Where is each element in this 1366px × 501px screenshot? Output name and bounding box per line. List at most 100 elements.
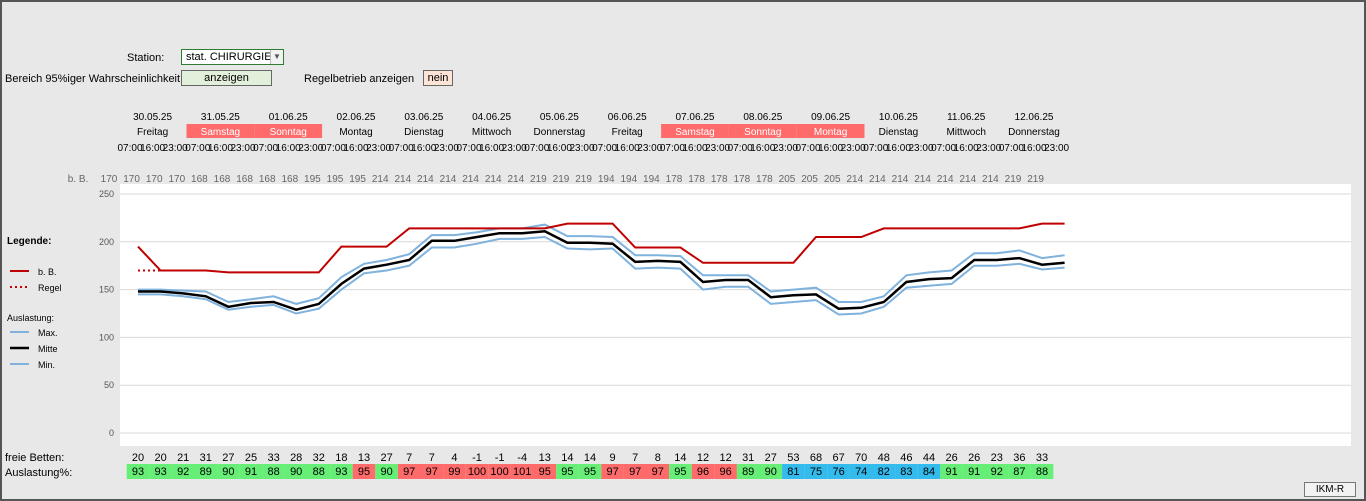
auslastung-cell — [691, 464, 715, 479]
time-label: 16:00 — [615, 143, 640, 154]
freie-betten-value: 44 — [923, 452, 935, 464]
time-label: 23:00 — [1044, 143, 1069, 154]
bb-value: 214 — [485, 174, 502, 185]
freie-betten-value: 14 — [674, 452, 686, 464]
auslastung-value: 97 — [652, 466, 664, 478]
day-name: Montag — [339, 127, 372, 138]
freie-betten-value: 70 — [855, 452, 867, 464]
day-name: Dienstag — [404, 127, 443, 138]
bb-value: 170 — [146, 174, 163, 185]
auslastung-cell — [126, 464, 150, 479]
auslastung-cell — [330, 464, 353, 479]
auslastung-value: 81 — [787, 466, 799, 478]
time-label: 07:00 — [592, 143, 617, 154]
bb-value: 194 — [620, 174, 637, 185]
time-label: 23:00 — [502, 143, 527, 154]
auslastung-value: 96 — [697, 466, 709, 478]
chevron-down-icon[interactable]: ▼ — [270, 50, 283, 64]
bb-value: 205 — [779, 174, 796, 185]
freie-betten-value: 7 — [406, 452, 412, 464]
freie-betten-value: 20 — [154, 452, 166, 464]
legend-label-min: Min. — [38, 360, 55, 370]
auslastung-value: 74 — [855, 466, 867, 478]
time-label: 07:00 — [660, 143, 685, 154]
y-tick-label: 0 — [109, 428, 114, 438]
day-date: 31.05.25 — [201, 112, 240, 123]
freie-betten-value: 33 — [267, 452, 279, 464]
ikm-r-button[interactable]: IKM-R — [1304, 482, 1356, 497]
day-date: 05.06.25 — [540, 112, 579, 123]
freie-betten-value: 8 — [655, 452, 661, 464]
bb-value: 168 — [281, 174, 298, 185]
auslastung-cell — [307, 464, 331, 479]
auslastung-cell — [895, 464, 918, 479]
auslastung-cell — [623, 464, 647, 479]
time-label: 07:00 — [524, 143, 549, 154]
auslastung-cell — [1008, 464, 1031, 479]
bb-value: 205 — [801, 174, 818, 185]
day-name: Donnerstag — [534, 127, 586, 138]
auslastung-value: 90 — [765, 466, 777, 478]
day-name: Mittwoch — [472, 127, 511, 138]
y-tick-label: 100 — [99, 332, 114, 342]
freie-betten-value: 36 — [1013, 452, 1025, 464]
station-label: Station: — [127, 52, 165, 64]
bb-value: 195 — [349, 174, 366, 185]
auslastung-cell — [872, 464, 896, 479]
auslastung-cell — [352, 464, 376, 479]
freie-betten-value: 14 — [584, 452, 596, 464]
freie-betten-value: 48 — [878, 452, 890, 464]
freie-betten-value: 12 — [697, 452, 709, 464]
time-label: 07:00 — [117, 143, 142, 154]
auslastung-cell — [510, 464, 534, 479]
auslastung-value: 90 — [222, 466, 234, 478]
day-name: Freitag — [137, 127, 168, 138]
station-select[interactable]: stat. CHIRURGIE ▼ — [181, 49, 284, 65]
weekend-band — [661, 124, 729, 138]
freie-betten-value: 26 — [945, 452, 957, 464]
bb-value: 219 — [1005, 174, 1022, 185]
freie-betten-value: 20 — [132, 452, 144, 464]
legend-label-bb: b. B. — [38, 267, 57, 277]
auslastung-cell — [488, 464, 511, 479]
time-label: 16:00 — [140, 143, 165, 154]
day-date: 12.06.25 — [1015, 112, 1054, 123]
auslastung-value: 93 — [132, 466, 144, 478]
regelbetrieb-toggle[interactable]: nein — [423, 70, 453, 86]
day-name: Mittwoch — [946, 127, 985, 138]
day-date: 06.06.25 — [608, 112, 647, 123]
time-label: 23:00 — [705, 143, 730, 154]
freie-betten-value: 7 — [632, 452, 638, 464]
auslastung-cell — [239, 464, 263, 479]
bb-value: 219 — [553, 174, 570, 185]
bb-value: 170 — [168, 174, 185, 185]
time-label: 16:00 — [954, 143, 979, 154]
anzeigen-button[interactable]: anzeigen — [181, 70, 272, 86]
freie-betten-value: 31 — [200, 452, 212, 464]
bb-value: 214 — [937, 174, 954, 185]
auslastung-cell — [940, 464, 963, 479]
auslastung-cell — [849, 464, 873, 479]
freie-betten-value: 46 — [900, 452, 912, 464]
auslastung-cell — [149, 464, 172, 479]
bb-value: 194 — [643, 174, 660, 185]
freie-betten-value: 12 — [719, 452, 731, 464]
day-date: 10.06.25 — [879, 112, 918, 123]
auslastung-value: 88 — [313, 466, 325, 478]
auslastung-cell — [736, 464, 760, 479]
bb-value: 178 — [666, 174, 683, 185]
time-label: 23:00 — [908, 143, 933, 154]
auslastung-cell — [714, 464, 737, 479]
day-date: 11.06.25 — [947, 112, 986, 123]
freie-betten-value: 4 — [451, 452, 457, 464]
bb-value: 168 — [236, 174, 253, 185]
auslastung-cell — [397, 464, 421, 479]
day-date: 03.06.25 — [404, 112, 443, 123]
freie-betten-value: 21 — [177, 452, 189, 464]
auslastung-value: 92 — [177, 466, 189, 478]
day-name: Samstag — [201, 127, 240, 138]
day-date: 09.06.25 — [811, 112, 850, 123]
bb-value: 178 — [733, 174, 750, 185]
y-tick-label: 150 — [99, 285, 114, 295]
